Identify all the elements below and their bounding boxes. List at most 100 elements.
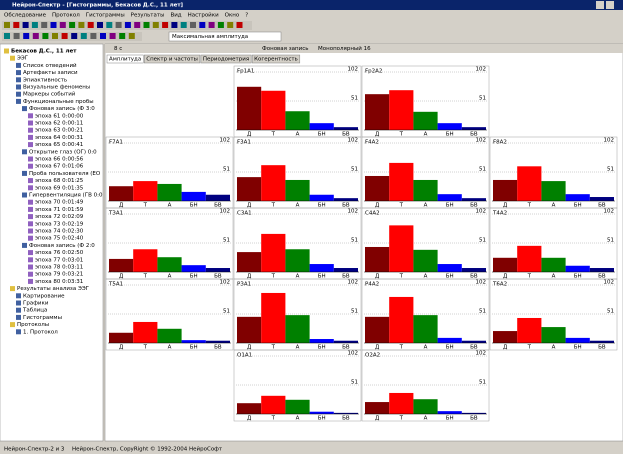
- tab[interactable]: [143, 54, 201, 64]
- menu-item[interactable]: Гистограммы: [86, 13, 125, 19]
- tool-button[interactable]: [162, 22, 169, 28]
- tool-button[interactable]: [190, 22, 196, 28]
- tool-button[interactable]: [69, 22, 76, 28]
- tab[interactable]: [106, 54, 144, 64]
- tree-item[interactable]: Таблица: [22, 308, 47, 314]
- tab-label: Когерентность: [254, 57, 298, 63]
- tool-button[interactable]: [180, 22, 187, 28]
- tool-button[interactable]: [128, 33, 135, 39]
- tree-item[interactable]: Проба пользователя (ЕО: [29, 171, 101, 177]
- tree-item[interactable]: эпоха 72 0:02:09: [35, 214, 84, 220]
- tree-item[interactable]: эпоха 74 0:02:30: [35, 229, 84, 235]
- tool-button[interactable]: [80, 33, 87, 39]
- tree-item[interactable]: Эпиактивность: [23, 77, 67, 83]
- menu-item[interactable]: Результаты: [131, 13, 165, 19]
- tool-button[interactable]: [199, 22, 206, 28]
- menu-item[interactable]: Протокол: [52, 13, 80, 19]
- tool-button[interactable]: [59, 22, 66, 28]
- tool-button[interactable]: [119, 33, 126, 39]
- tree-item[interactable]: Гипервентиляция (ГВ 0:0: [29, 193, 103, 199]
- tool-button[interactable]: [13, 22, 20, 28]
- tool-button[interactable]: [208, 22, 215, 28]
- menu-item[interactable]: ?: [245, 13, 248, 19]
- tree-item[interactable]: Фоновая запись (Ф 2:0: [29, 243, 95, 249]
- tool-button[interactable]: [100, 33, 106, 39]
- minimize-button[interactable]: [596, 1, 604, 9]
- x-tick-label: А: [424, 274, 428, 280]
- tab[interactable]: [251, 54, 301, 64]
- tree-item[interactable]: Результаты анализа ЭЭГ: [17, 286, 90, 292]
- tree-item[interactable]: эпоха 66 0:00:56: [35, 157, 84, 163]
- tool-button[interactable]: [152, 22, 159, 28]
- tree-item[interactable]: Список отведений: [23, 62, 77, 69]
- tree-item[interactable]: Визуальные феномены: [23, 85, 90, 91]
- tree-item[interactable]: эпоха 68 0:01:25: [35, 178, 84, 184]
- tool-button[interactable]: [171, 22, 178, 28]
- x-tick-label: Д: [503, 274, 508, 280]
- tree-item[interactable]: эпоха 67 0:01:06: [35, 164, 84, 170]
- tool-button[interactable]: [4, 22, 10, 28]
- tool-button[interactable]: [115, 22, 122, 28]
- tool-button[interactable]: [71, 33, 78, 39]
- tool-button[interactable]: [87, 22, 94, 28]
- menu-item[interactable]: Настройки: [188, 12, 219, 19]
- tree-item[interactable]: Функциональные пробы: [23, 99, 94, 105]
- tool-button[interactable]: [124, 22, 131, 28]
- tree-item[interactable]: Бекасов Д.С., 11 лет: [11, 49, 77, 55]
- tool-button[interactable]: [42, 33, 49, 39]
- tool-button[interactable]: [13, 33, 20, 39]
- tool-button[interactable]: [217, 22, 224, 28]
- tree-item[interactable]: эпоха 65 0:00:41: [35, 142, 83, 148]
- menu-item[interactable]: Вид: [170, 13, 181, 19]
- tree-item[interactable]: эпоха 61 0:00:00: [35, 113, 84, 119]
- tool-button[interactable]: [61, 33, 68, 39]
- tree-item[interactable]: эпоха 62 0:00:11: [35, 121, 83, 127]
- tree-item[interactable]: Маркеры событий: [23, 91, 76, 98]
- tool-button[interactable]: [90, 33, 97, 39]
- x-tick-label: Д: [503, 203, 508, 209]
- tree-item[interactable]: Гистограммы: [23, 315, 62, 321]
- tree-item[interactable]: эпоха 75 0:02:40: [35, 236, 84, 242]
- tree-item[interactable]: Картирование: [23, 293, 65, 299]
- x-tick-label: Т: [143, 203, 148, 209]
- tool-button[interactable]: [31, 22, 38, 28]
- tree-item[interactable]: эпоха 63 0:00:21: [35, 128, 83, 134]
- tool-button[interactable]: [97, 22, 103, 28]
- tool-button[interactable]: [4, 33, 10, 39]
- tool-button[interactable]: [109, 33, 116, 39]
- tool-button[interactable]: [143, 22, 150, 28]
- tree-item[interactable]: эпоха 79 0:03:21: [35, 272, 83, 278]
- tool-button[interactable]: [78, 22, 85, 28]
- tree-item[interactable]: Открытие глаз (ОГ) 0:0: [29, 149, 97, 155]
- tree-item[interactable]: эпоха 73 0:02:19: [35, 221, 84, 227]
- tree-item[interactable]: эпоха 69 0:01:35: [35, 185, 84, 191]
- tool-button[interactable]: [23, 33, 30, 39]
- tree-item[interactable]: эпоха 80 0:03:31: [35, 279, 83, 285]
- tool-button[interactable]: [236, 22, 243, 28]
- tool-button[interactable]: [50, 22, 57, 28]
- tool-button[interactable]: [227, 22, 234, 28]
- tree-item[interactable]: эпоха 77 0:03:01: [35, 257, 83, 263]
- tool-button[interactable]: [41, 22, 48, 28]
- tree-item[interactable]: эпоха 64 0:00:31: [35, 135, 83, 141]
- tool-button[interactable]: [106, 22, 113, 28]
- tree-item[interactable]: 1. Протокол: [23, 329, 58, 335]
- menu-item[interactable]: Окно: [225, 13, 240, 19]
- close-button[interactable]: [606, 1, 614, 9]
- tree-item[interactable]: эпоха 78 0:03:11: [35, 265, 83, 271]
- tree-item[interactable]: ЭЭГ: [17, 56, 29, 62]
- tree-item[interactable]: Артефакты записи: [23, 70, 78, 76]
- tree-item[interactable]: Протоколы: [17, 322, 49, 328]
- tool-button[interactable]: [22, 22, 29, 28]
- tab[interactable]: [200, 54, 252, 64]
- tool-button[interactable]: [52, 33, 58, 39]
- tree-item[interactable]: Фоновая запись (Ф 3:0: [29, 106, 95, 112]
- tool-button[interactable]: [32, 33, 39, 39]
- tree-item[interactable]: эпоха 76 0:02:50: [35, 250, 84, 256]
- tree-item[interactable]: эпоха 71 0:01:59: [35, 207, 84, 213]
- menu-item[interactable]: Обследование: [4, 13, 47, 19]
- tree-item[interactable]: эпоха 70 0:01:49: [35, 200, 84, 206]
- tool-button[interactable]: [134, 22, 141, 28]
- tree-item[interactable]: Графики: [23, 301, 49, 307]
- dropdown[interactable]: [168, 31, 282, 42]
